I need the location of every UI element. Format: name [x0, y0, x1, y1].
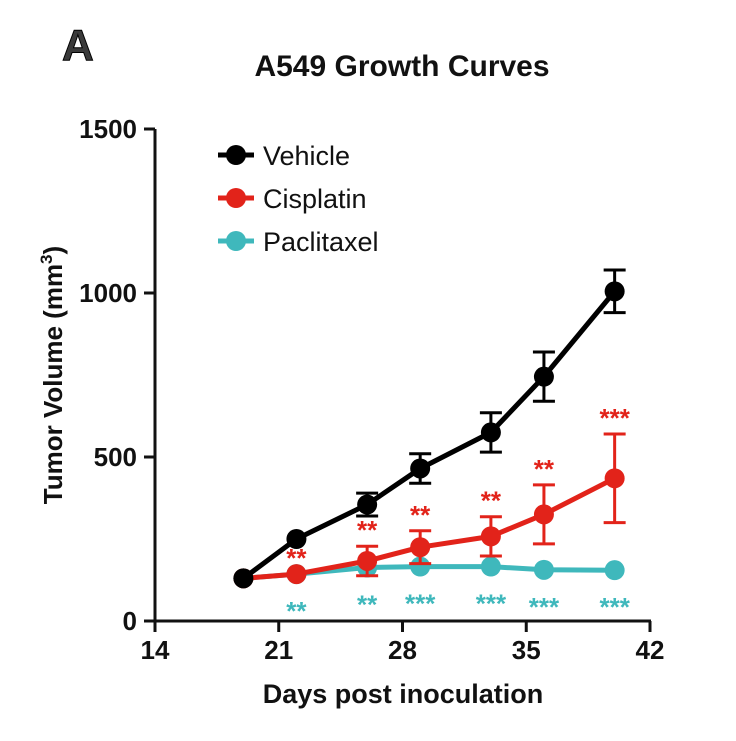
- legend-label: Vehicle: [263, 141, 350, 171]
- data-point-vehicle: [233, 568, 254, 589]
- significance-label-cisplatin: **: [534, 454, 555, 484]
- significance-label-paclitaxel: ***: [405, 589, 436, 619]
- y-axis-title-main: Tumor Volume (mm: [38, 264, 68, 504]
- axes: 0 500 1000 1500 14 21 28 35 42: [79, 114, 664, 665]
- data-point-cisplatin: [357, 550, 378, 571]
- data-point-vehicle: [604, 281, 625, 302]
- x-tick-label: 14: [141, 635, 170, 665]
- legend-item-cisplatin: Cisplatin: [218, 184, 367, 214]
- significance-label-cisplatin: **: [410, 500, 431, 530]
- significance-label-cisplatin: **: [481, 486, 502, 516]
- data-point-cisplatin: [286, 564, 307, 585]
- y-tick-label: 500: [94, 442, 137, 472]
- x-axis-title: Days post inoculation: [263, 679, 544, 709]
- data-point-paclitaxel: [533, 559, 554, 580]
- data-point-vehicle: [286, 529, 307, 549]
- x-tick-label: 35: [512, 635, 541, 665]
- x-tick-label: 28: [388, 635, 417, 665]
- data-point-paclitaxel: [480, 556, 501, 577]
- y-axis-title-superscript: 3: [37, 254, 56, 263]
- data-point-cisplatin: [410, 537, 431, 558]
- y-tick-label: 1500: [79, 114, 137, 144]
- legend-marker: [226, 231, 246, 251]
- panel-label: A: [62, 21, 94, 70]
- legend-marker: [226, 145, 246, 165]
- x-tick-label: 21: [264, 635, 293, 665]
- significance-label-cisplatin: ***: [599, 403, 630, 433]
- legend: Vehicle Cisplatin Paclitaxel: [218, 141, 379, 257]
- data-point-cisplatin: [604, 468, 625, 489]
- significance-label-paclitaxel: ***: [476, 589, 507, 619]
- series-vehicle: [233, 268, 626, 589]
- data-point-vehicle: [533, 366, 554, 387]
- data-point-paclitaxel: [604, 560, 625, 581]
- data-point-cisplatin: [480, 526, 501, 547]
- data-point-cisplatin: [533, 504, 554, 525]
- legend-label: Cisplatin: [263, 184, 367, 214]
- significance-label-paclitaxel: ***: [529, 592, 560, 622]
- y-axis-title-close: ): [38, 246, 68, 255]
- data-point-paclitaxel: [410, 556, 431, 577]
- data-point-vehicle: [357, 494, 378, 515]
- significance-label-paclitaxel: **: [357, 590, 378, 620]
- legend-item-paclitaxel: Paclitaxel: [218, 227, 379, 257]
- legend-item-vehicle: Vehicle: [218, 141, 350, 171]
- chart-title: A549 Growth Curves: [254, 50, 549, 83]
- significance-label-paclitaxel: ***: [599, 592, 630, 622]
- significance-label-cisplatin: **: [357, 515, 378, 545]
- y-axis-title: Tumor Volume (mm3): [37, 246, 68, 504]
- data-point-vehicle: [410, 458, 431, 479]
- legend-label: Paclitaxel: [263, 227, 379, 257]
- x-tick-label: 42: [636, 635, 665, 665]
- significance-label-cisplatin: **: [286, 543, 307, 573]
- legend-marker: [226, 188, 246, 208]
- significance-label-paclitaxel: **: [286, 596, 307, 626]
- y-tick-label: 0: [123, 606, 137, 636]
- data-point-vehicle: [480, 422, 501, 443]
- y-tick-label: 1000: [79, 278, 137, 308]
- plot-area: ****** ********* ** *** *** *** ***: [233, 268, 631, 626]
